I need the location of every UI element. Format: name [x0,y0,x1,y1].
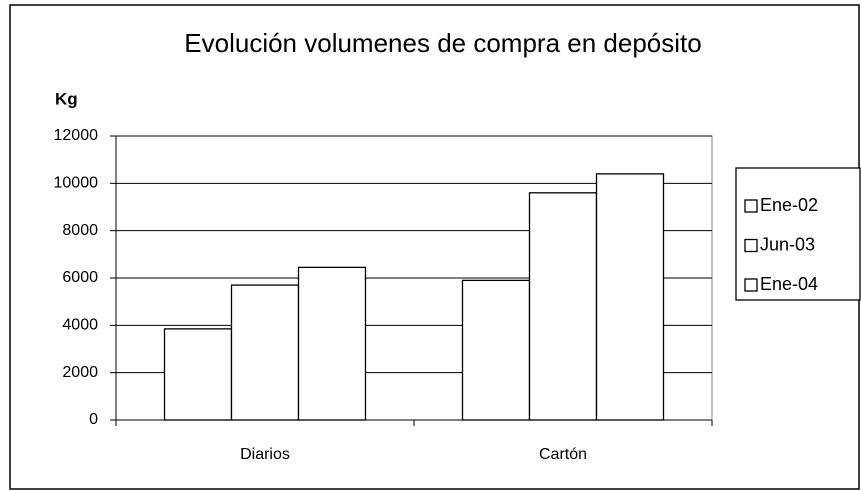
bar [595,173,665,421]
chart-title: Evolución volumenes de compra en depósit… [184,28,701,58]
x-tick-label: Cartón [539,446,587,463]
bar [461,279,531,421]
legend-swatch [744,238,758,253]
bar [297,266,367,421]
x-tick-label: Diarios [240,446,290,463]
legend-box [735,167,861,301]
y-tick-label: 0 [89,411,98,428]
y-axis-label: Kg [55,89,78,108]
bar [528,192,598,421]
y-tick-label: 2000 [62,364,98,381]
y-tick-label: 4000 [62,317,98,334]
bar [163,328,233,421]
bar [230,284,300,421]
legend-swatch [744,199,758,213]
y-tick-label: 12000 [54,127,99,144]
y-tick-label: 8000 [62,222,98,239]
legend-label: Ene-04 [760,274,818,294]
y-tick-label: 6000 [62,269,98,286]
legend-label: Ene-02 [760,195,818,215]
legend-swatch [744,278,758,292]
legend-label: Jun-03 [760,234,815,254]
y-tick-label: 10000 [54,175,99,192]
